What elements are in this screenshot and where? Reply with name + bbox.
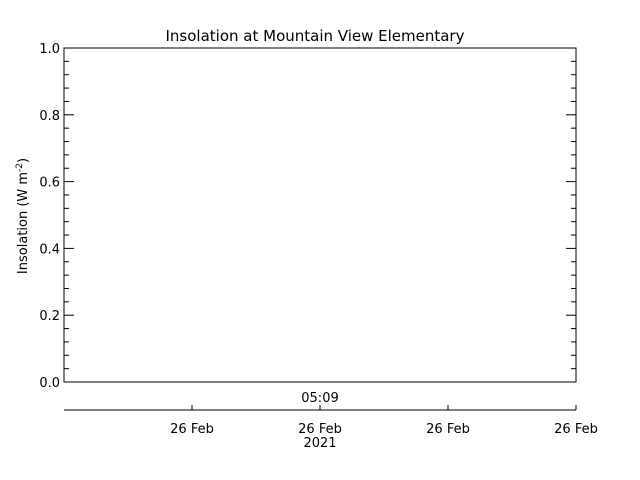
x-top-time-label: 05:09 bbox=[301, 391, 338, 406]
y-tick-label: 0.8 bbox=[39, 109, 60, 124]
y-tick-label: 0.6 bbox=[39, 176, 60, 191]
x-year-label: 2021 bbox=[303, 436, 336, 451]
x-axis-tick-labels: 26 Feb 26 Feb 26 Feb 26 Feb bbox=[170, 422, 598, 437]
x-tick-label: 26 Feb bbox=[426, 422, 470, 437]
y-axis-label-exponent: -2 bbox=[15, 163, 25, 172]
y-tick-label: 1.0 bbox=[39, 42, 60, 57]
plot-frame bbox=[63, 47, 577, 383]
y-axis-ticks bbox=[64, 47, 576, 383]
y-axis-tick-labels: 0.0 0.2 0.4 0.6 0.8 1.0 bbox=[39, 42, 60, 391]
y-tick-label: 0.0 bbox=[39, 376, 60, 391]
x-axis-ticks bbox=[191, 405, 577, 410]
y-axis-label: Insolation (W m-2) bbox=[15, 158, 31, 274]
x-tick-label: 26 Feb bbox=[170, 422, 214, 437]
y-axis-label-close: ) bbox=[16, 158, 31, 163]
chart-title: Insolation at Mountain View Elementary bbox=[166, 27, 465, 45]
x-tick-label: 26 Feb bbox=[554, 422, 598, 437]
y-tick-label: 0.4 bbox=[39, 242, 60, 257]
y-axis-label-main: Insolation (W m bbox=[16, 172, 31, 274]
x-tick-label: 26 Feb bbox=[298, 422, 342, 437]
y-tick-label: 0.2 bbox=[39, 309, 60, 324]
